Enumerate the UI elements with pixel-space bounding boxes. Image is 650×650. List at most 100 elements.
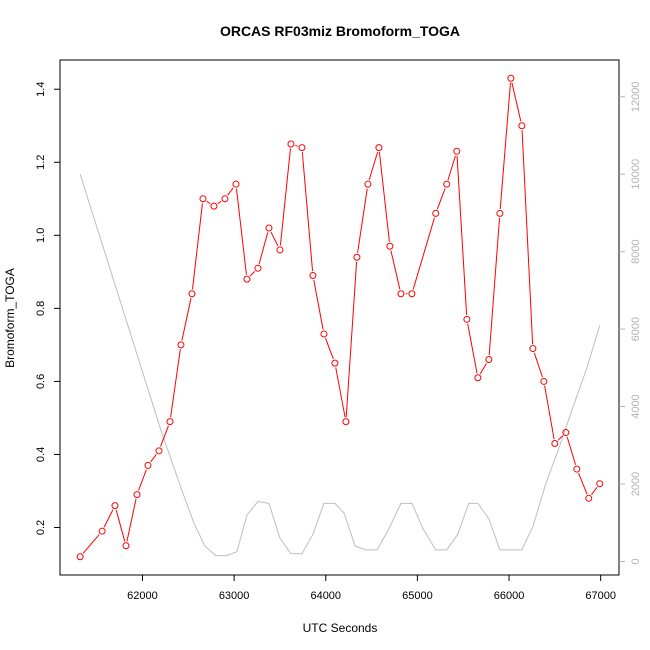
data-point <box>432 209 440 217</box>
series-line-segment <box>390 250 401 290</box>
y-tick-label: 0.2 <box>35 520 47 535</box>
series-line-segment <box>82 534 100 554</box>
series-line-segment <box>412 217 435 290</box>
series-line-segment <box>488 217 501 356</box>
series-line-segment <box>511 82 522 122</box>
chart-title: ORCAS RF03miz Bromoform_TOGA <box>220 23 460 39</box>
data-point <box>529 345 537 353</box>
x-tick-label: 62000 <box>127 590 158 602</box>
data-point <box>98 527 106 535</box>
data-point <box>309 272 317 279</box>
data-point <box>562 429 570 437</box>
series-line-segment <box>126 498 137 542</box>
data-point <box>596 480 604 488</box>
data-point <box>144 461 152 469</box>
series-line-segment <box>436 188 446 210</box>
series-line-segment <box>521 130 534 345</box>
series-line-segment <box>467 323 478 374</box>
series-line-segment <box>160 425 169 447</box>
data-point <box>232 180 240 188</box>
series-line-segment <box>270 231 279 247</box>
y2-tick-label: 10000 <box>630 159 642 190</box>
series-line-segment <box>479 363 487 375</box>
data-point <box>353 253 361 261</box>
series-line-segment <box>138 469 147 491</box>
x-tick-label: 63000 <box>219 590 250 602</box>
data-point <box>166 418 174 426</box>
series-line-segment <box>368 151 379 181</box>
series-line-segment <box>295 144 298 147</box>
data-point <box>155 447 163 455</box>
x-axis: 62000 63000 64000 65000 66000 67000 <box>127 575 616 602</box>
series-line <box>79 174 601 557</box>
y-tick-label: 1.4 <box>35 82 47 97</box>
series-line-segment <box>335 367 346 418</box>
data-point <box>133 491 141 499</box>
x-tick-label: 64000 <box>310 590 341 602</box>
series-line-segment <box>181 298 192 341</box>
data-point <box>540 377 548 385</box>
y-axis-right: 0 2000 4000 6000 8000 10000 12000 <box>619 81 642 565</box>
series-line-segment <box>191 203 203 290</box>
series-line-segment <box>249 271 256 277</box>
y-axis-left: 0.2 0.4 0.6 0.8 1.0 1.2 1.4 <box>35 82 60 535</box>
series-line-segment <box>103 509 114 528</box>
y2-tick-label: 8000 <box>630 239 642 263</box>
data-point <box>320 330 328 338</box>
series-line-segment <box>258 232 269 264</box>
data-point <box>122 542 130 550</box>
series-line-segment <box>357 188 368 253</box>
data-point <box>551 440 559 448</box>
series-line-segment <box>447 155 456 181</box>
data-point <box>210 202 218 210</box>
y2-tick-label: 6000 <box>630 317 642 341</box>
data-point <box>177 341 185 349</box>
data-point <box>518 122 526 130</box>
data-point <box>265 224 273 232</box>
data-point <box>474 374 482 382</box>
data-point <box>298 144 306 152</box>
series-line-segment <box>499 82 511 209</box>
data-point <box>342 418 350 426</box>
series-line-segment <box>279 148 291 246</box>
y2-tick-label: 12000 <box>630 81 642 112</box>
series-line-segment <box>325 337 334 360</box>
series-line-segment <box>533 352 543 378</box>
data-point <box>453 147 461 155</box>
series-line-segment <box>544 385 555 440</box>
y-tick-label: 0.8 <box>35 301 47 316</box>
data-point <box>443 180 451 188</box>
series-line-segment <box>578 473 588 495</box>
series-line-segment <box>235 188 247 275</box>
x-tick-label: 66000 <box>494 590 525 602</box>
data-point <box>485 356 493 363</box>
series-line-segment <box>170 349 181 418</box>
series-line-segment <box>301 152 314 272</box>
y-tick-label: 1.0 <box>35 228 47 243</box>
y-tick-label: 1.2 <box>35 155 47 170</box>
series-line-segment <box>557 435 564 441</box>
data-point <box>386 242 394 250</box>
x-tick-label: 67000 <box>585 590 616 602</box>
data-point <box>76 553 84 561</box>
data-point <box>276 246 284 254</box>
series-line-segment <box>591 486 598 496</box>
data-point <box>364 180 372 188</box>
series-line-segment <box>313 279 324 330</box>
data-point <box>507 74 515 82</box>
data-point <box>463 315 471 323</box>
x-tick-label: 65000 <box>402 590 433 602</box>
y2-tick-label: 0 <box>630 558 642 564</box>
series-line-segment <box>345 261 358 418</box>
data-point <box>496 209 504 217</box>
data-point <box>287 140 295 148</box>
series-line-segment <box>227 187 234 196</box>
red-series <box>76 74 604 561</box>
x-axis-label: UTC Seconds <box>303 621 378 635</box>
data-point <box>188 290 196 298</box>
series-line-segment <box>206 200 211 205</box>
series-line-segment <box>456 155 468 315</box>
series-line-segment <box>150 454 157 463</box>
data-point <box>199 195 207 203</box>
